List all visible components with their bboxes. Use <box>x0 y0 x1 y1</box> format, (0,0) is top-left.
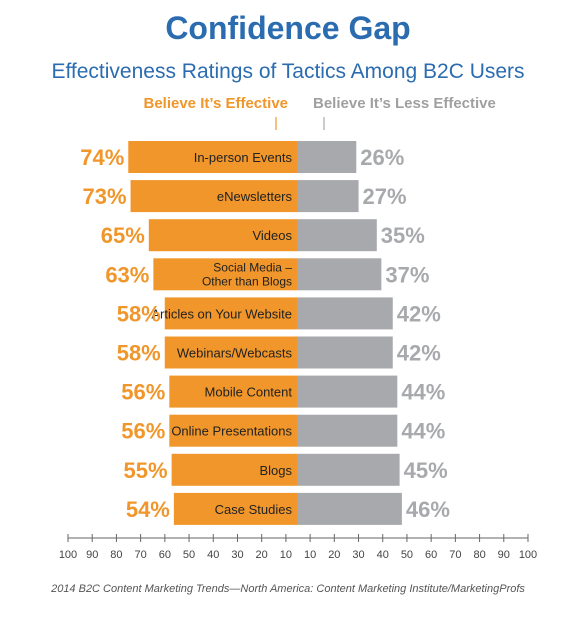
source-note: 2014 B2C Content Marketing Trends—North … <box>51 583 525 595</box>
category-label: Social Media – <box>213 260 292 274</box>
bar-effective <box>169 375 297 408</box>
value-label-less-effective: 42% <box>397 341 441 366</box>
category-label: In-person Events <box>194 150 293 165</box>
x-axis-tick-label: 100 <box>59 549 77 561</box>
bar-less-effective <box>297 492 402 525</box>
value-label-effective: 63% <box>105 262 149 287</box>
bar-effective <box>173 492 297 525</box>
x-axis-tick-label: 90 <box>86 549 98 561</box>
x-axis-tick-label: 30 <box>231 549 243 561</box>
bar-less-effective <box>297 453 400 486</box>
x-axis-tick-label: 100 <box>519 549 537 561</box>
value-label-effective: 56% <box>121 419 165 444</box>
value-label-effective: 55% <box>124 458 168 483</box>
category-label: Other than Blogs <box>202 274 292 288</box>
bar-effective <box>130 180 297 213</box>
value-label-less-effective: 27% <box>363 184 407 209</box>
bar-effective <box>148 219 297 252</box>
category-label: Articles on Your Website <box>151 306 292 321</box>
bar-less-effective <box>297 297 393 330</box>
x-axis-tick-label: 60 <box>425 549 437 561</box>
bar-less-effective <box>297 219 377 252</box>
bar-less-effective <box>297 336 393 369</box>
legend-effective: Believe It’s Effective <box>143 95 288 112</box>
bar-less-effective <box>297 414 398 447</box>
bar-less-effective <box>297 141 357 173</box>
value-label-less-effective: 44% <box>401 380 445 405</box>
value-label-less-effective: 44% <box>401 419 445 444</box>
x-axis-tick-label: 20 <box>328 549 340 561</box>
bar-less-effective <box>297 258 382 291</box>
chart-title: Confidence Gap <box>165 10 411 46</box>
x-axis-tick-label: 30 <box>352 549 364 561</box>
value-label-less-effective: 46% <box>406 497 450 522</box>
value-label-effective: 74% <box>80 145 124 170</box>
category-label: Mobile Content <box>205 385 293 400</box>
value-label-effective: 73% <box>83 184 127 209</box>
x-axis-tick-label: 70 <box>449 549 461 561</box>
value-label-effective: 58% <box>117 301 161 326</box>
x-axis-tick-label: 20 <box>256 549 268 561</box>
x-axis-tick-label: 50 <box>183 549 195 561</box>
value-label-effective: 65% <box>101 223 145 248</box>
category-label: Webinars/Webcasts <box>177 346 293 361</box>
bar-effective <box>128 141 297 173</box>
bar-less-effective <box>297 180 359 213</box>
category-label: Online Presentations <box>171 424 292 439</box>
legend-less-effective: Believe It’s Less Effective <box>313 95 496 112</box>
value-label-less-effective: 37% <box>385 262 429 287</box>
value-label-effective: 54% <box>126 497 170 522</box>
x-axis-tick-label: 70 <box>135 549 147 561</box>
x-axis-tick-label: 10 <box>304 549 316 561</box>
value-label-less-effective: 35% <box>381 223 425 248</box>
category-label: Case Studies <box>215 502 293 517</box>
value-label-less-effective: 26% <box>360 145 404 170</box>
x-axis-tick-label: 60 <box>159 549 171 561</box>
value-label-less-effective: 45% <box>404 458 448 483</box>
value-label-less-effective: 42% <box>397 301 441 326</box>
x-axis-tick-label: 40 <box>377 549 389 561</box>
value-label-effective: 58% <box>117 341 161 366</box>
value-label-effective: 56% <box>121 380 165 405</box>
chart-subtitle: Effectiveness Ratings of Tactics Among B… <box>51 60 525 83</box>
x-axis-tick-label: 10 <box>280 549 292 561</box>
bar-effective <box>164 297 297 330</box>
bar-effective <box>169 414 297 447</box>
x-axis-tick-label: 90 <box>498 549 510 561</box>
x-axis-tick-label: 50 <box>401 549 413 561</box>
x-axis-tick-label: 40 <box>207 549 219 561</box>
bar-effective <box>164 336 297 369</box>
category-label: eNewsletters <box>217 189 293 204</box>
x-axis-tick-label: 80 <box>110 549 122 561</box>
category-label: Videos <box>252 228 292 243</box>
category-label: Blogs <box>259 463 292 478</box>
bar-effective <box>153 258 297 291</box>
x-axis-tick-label: 80 <box>473 549 485 561</box>
bar-effective <box>171 453 297 486</box>
bar-less-effective <box>297 375 398 408</box>
